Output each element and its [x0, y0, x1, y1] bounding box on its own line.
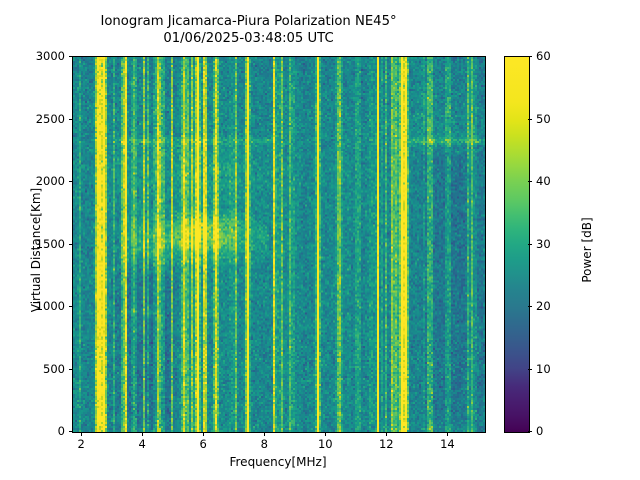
- y-tick-mark: [68, 181, 73, 182]
- y-tick-mark: [68, 368, 73, 370]
- colorbar-tick-mark: [528, 118, 532, 120]
- y-tick-mark: [68, 118, 73, 120]
- x-tick-label: 14: [440, 437, 455, 451]
- colorbar-tick-mark: [528, 368, 532, 370]
- colorbar-tick-label: 60: [536, 49, 551, 63]
- colorbar-tick-label: 0: [536, 424, 544, 438]
- colorbar-tick-label: 50: [536, 111, 551, 126]
- y-tick-label: 1500: [35, 236, 65, 251]
- colorbar-tick-label: 40: [536, 174, 551, 188]
- y-tick-mark: [68, 56, 73, 57]
- colorbar-tick-mark: [528, 181, 532, 182]
- colorbar-tick-label: 30: [536, 236, 551, 251]
- y-tick-label: 500: [43, 361, 65, 376]
- colorbar-tick-mark: [528, 306, 532, 307]
- x-tick-mark: [142, 432, 144, 436]
- x-tick-label: 4: [138, 437, 146, 451]
- y-tick-label: 2000: [35, 174, 65, 188]
- x-tick-label: 8: [260, 437, 268, 451]
- y-tick-label: 0: [57, 424, 65, 438]
- y-tick-mark: [68, 243, 73, 245]
- power-colorbar[interactable]: [504, 56, 530, 433]
- colorbar-tick-label: 10: [536, 361, 551, 376]
- x-tick-label: 2: [77, 437, 85, 451]
- x-tick-mark: [81, 432, 83, 436]
- x-tick-mark: [325, 432, 327, 436]
- x-tick-mark: [264, 432, 266, 436]
- colorbar-tick-mark: [528, 56, 532, 57]
- y-tick-mark: [68, 306, 73, 307]
- x-tick-mark: [386, 432, 388, 436]
- y-tick-label: 3000: [35, 49, 65, 63]
- colorbar-label: Power [dB]: [580, 217, 594, 283]
- x-tick-label: 12: [378, 437, 394, 451]
- x-tick-mark: [447, 432, 449, 436]
- ionogram-plot-area[interactable]: [72, 56, 486, 433]
- x-tick-label: 6: [199, 437, 207, 451]
- x-tick-label: 10: [317, 437, 333, 451]
- y-tick-label: 2500: [35, 111, 65, 126]
- x-tick-mark: [203, 432, 205, 436]
- ionogram-heatmap: [73, 57, 485, 432]
- x-axis-label: Frequency[MHz]: [229, 455, 327, 469]
- y-tick-mark: [68, 431, 73, 432]
- colorbar-tick-label: 20: [536, 299, 551, 313]
- colorbar-tick-mark: [528, 431, 532, 432]
- figure-title: Ionogram Jicamarca-Piura Polarization NE…: [100, 14, 397, 46]
- y-tick-label: 1000: [35, 299, 65, 313]
- colorbar-tick-mark: [528, 243, 532, 245]
